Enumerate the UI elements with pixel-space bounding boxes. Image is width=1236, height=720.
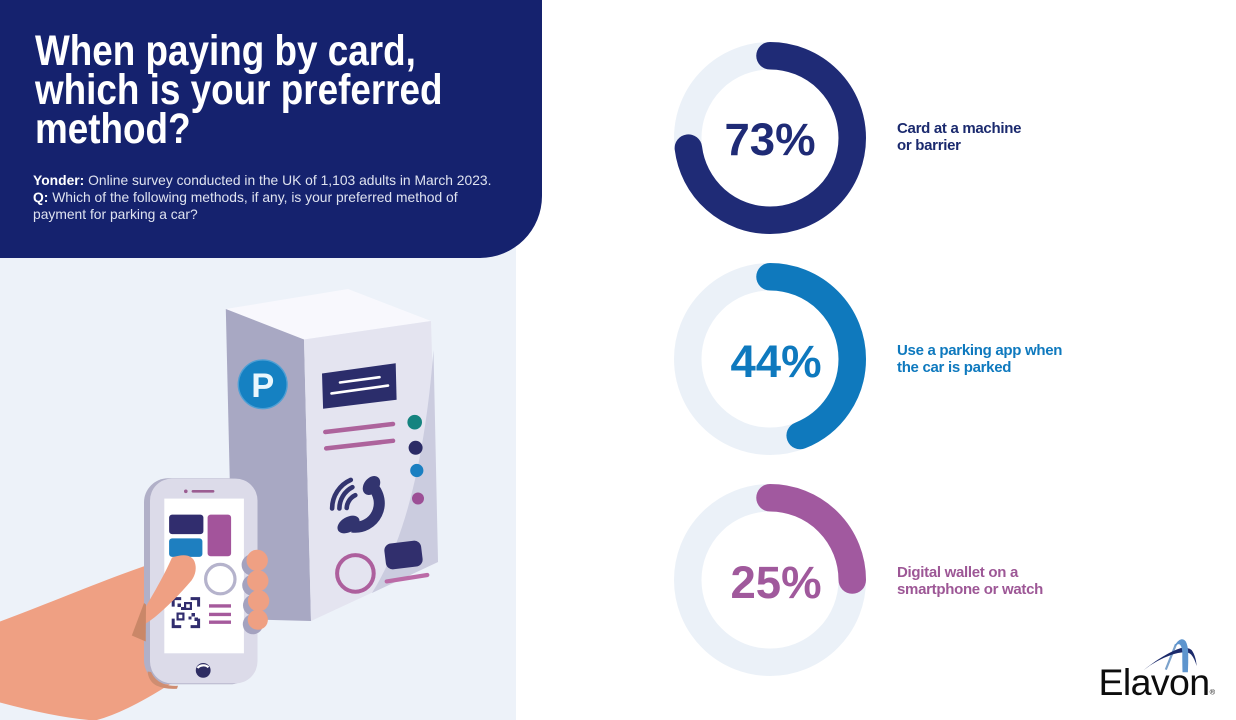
- svg-text:P: P: [251, 367, 274, 405]
